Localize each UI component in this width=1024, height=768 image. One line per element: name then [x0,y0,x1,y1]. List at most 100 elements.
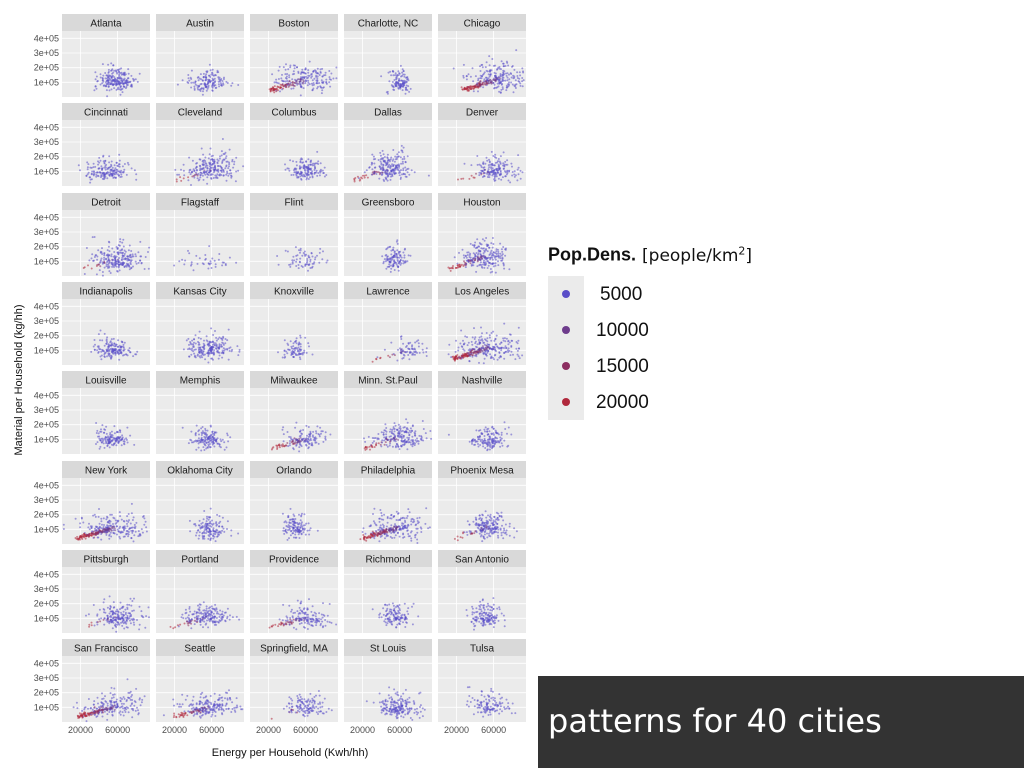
data-point [461,355,464,358]
data-point [113,251,116,253]
data-point [103,256,106,259]
data-point [500,442,503,445]
data-point [399,250,402,253]
data-point [505,347,507,349]
data-point [386,259,389,262]
data-point [502,337,505,340]
data-point [408,348,410,350]
data-point [124,73,127,76]
data-point [489,170,492,173]
data-point [92,174,95,177]
data-point [371,153,374,156]
data-point [462,348,465,351]
data-point [145,530,148,533]
data-point [386,166,389,169]
data-point [110,253,113,256]
data-point [463,354,465,357]
data-point [466,336,468,339]
data-point [486,260,489,262]
data-point [473,443,476,446]
data-point [395,442,398,445]
data-point [401,162,404,165]
data-point [471,354,474,357]
data-point [198,433,200,436]
data-point [510,350,513,353]
data-point [500,431,503,434]
data-point [519,169,522,172]
data-point [481,170,484,173]
data-point [470,174,473,177]
data-point [482,162,484,165]
data-point [127,535,130,538]
data-point [501,86,504,89]
data-point [403,75,406,78]
data-point [114,171,117,174]
data-point [286,342,289,345]
data-point [317,160,320,163]
facet-strip-label: Detroit [91,198,121,209]
data-point [405,84,408,87]
data-point [353,180,356,183]
data-point [117,352,120,355]
data-point [422,428,425,430]
data-point [421,342,424,345]
data-point [323,166,326,169]
data-point [303,351,306,354]
data-point [491,439,494,442]
data-point [114,263,117,266]
data-point [407,85,410,88]
data-point [468,440,471,443]
data-point [503,439,506,442]
data-point [316,425,319,428]
data-point [105,432,108,435]
data-point [400,352,403,355]
data-point [425,351,428,353]
data-point [328,81,331,84]
data-point [206,70,209,73]
data-point [213,349,216,352]
data-point [396,153,399,156]
data-point [119,238,122,241]
data-point [190,353,193,356]
data-point [223,441,226,444]
data-point [521,85,524,88]
data-point [394,155,397,158]
data-point [389,70,392,73]
data-point [400,430,403,433]
data-point [385,177,388,180]
data-point [401,151,404,154]
data-point [290,351,293,354]
data-point [495,76,498,79]
data-point [286,167,289,170]
facet-strip [250,282,338,299]
facet-panel: Milwaukee [250,371,338,454]
data-point [104,166,107,169]
data-point [229,346,232,349]
data-point [497,255,500,258]
data-point [310,442,313,445]
data-point [214,164,216,167]
data-point [223,448,226,451]
data-point [390,249,393,252]
data-point [394,424,397,427]
data-point [307,254,310,257]
data-point [198,330,201,333]
data-point [489,74,492,77]
data-point [400,440,403,442]
data-point [403,426,406,429]
data-point [91,236,94,239]
data-point [325,174,328,176]
data-point [468,88,471,91]
data-point [504,428,507,430]
data-point [515,347,518,350]
data-point [319,68,322,71]
data-point [510,81,513,84]
data-point [212,343,214,346]
data-point [122,245,125,248]
data-point [289,440,291,442]
data-point [452,67,455,70]
data-point [204,429,207,432]
data-point [132,355,135,358]
data-point [450,356,453,359]
data-point [199,167,202,170]
